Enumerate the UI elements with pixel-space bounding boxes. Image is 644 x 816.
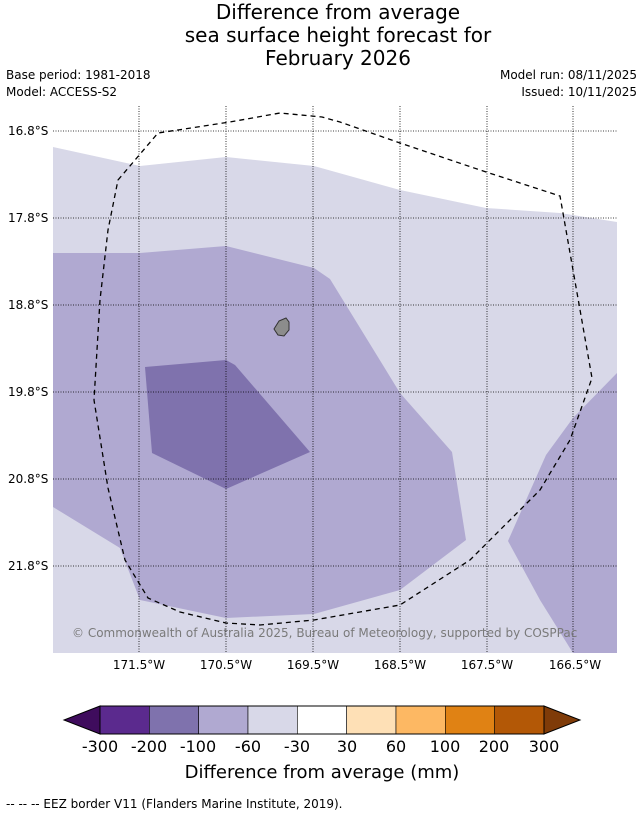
colorbar-cell: [494, 705, 545, 735]
eez-footnote: -- -- -- EEZ border V11 (Flanders Marine…: [6, 797, 343, 811]
colorbar-cell: [297, 705, 347, 735]
colorbar-tick: -30: [283, 737, 311, 756]
colorbar-cell: [99, 705, 150, 735]
lon-label: 170.5°W: [199, 658, 253, 672]
copyright-notice: © Commonwealth of Australia 2025, Bureau…: [72, 626, 578, 640]
colorbar-tick: 200: [478, 737, 510, 756]
lon-label: 167.5°W: [460, 658, 514, 672]
colorbar-label: Difference from average (mm): [184, 762, 460, 783]
lon-label: 169.5°W: [286, 658, 340, 672]
colorbar-tick: 300: [528, 737, 560, 756]
meta-left: Base period: 1981-2018 Model: ACCESS-S2: [6, 67, 151, 101]
lat-label: 20.8°S: [8, 472, 49, 486]
colorbar-cell: [149, 705, 199, 735]
meta-right: Model run: 08/11/2025 Issued: 10/11/2025: [500, 67, 637, 101]
base-period: Base period: 1981-2018: [6, 68, 151, 82]
model-run: Model run: 08/11/2025: [499, 68, 637, 82]
island-land: [273, 317, 290, 337]
lon-label: 171.5°W: [112, 658, 166, 672]
lat-label: 19.8°S: [8, 385, 49, 399]
colorbar-tick: -300: [81, 737, 119, 756]
title-line-1: Difference from average: [215, 0, 461, 24]
lat-label: 16.8°S: [8, 124, 49, 138]
lat-label: 21.8°S: [8, 559, 49, 573]
graticule: [53, 106, 617, 653]
lon-label: 168.5°W: [373, 658, 427, 672]
title-line-2: sea surface height forecast for: [184, 23, 492, 47]
colorbar-cell: [395, 705, 446, 735]
title-line-3: February 2026: [265, 46, 411, 70]
colorbar-cells: [62, 705, 582, 735]
colorbar-tick: -100: [179, 737, 217, 756]
colorbar-low-extend: [62, 705, 101, 735]
colorbar-tick: 100: [429, 737, 461, 756]
colorbar-cell: [198, 705, 249, 735]
colorbar-high-extend: [543, 705, 582, 735]
eez-border: [93, 112, 593, 626]
class-minus60-region-east: [508, 373, 617, 653]
colorbar-outline: [99, 705, 545, 735]
colorbar-tick: 30: [336, 737, 358, 756]
colorbar-tick: -200: [130, 737, 168, 756]
lon-label: 166.5°W: [548, 658, 602, 672]
colorbar-tick: 60: [385, 737, 407, 756]
lat-label: 18.8°S: [8, 298, 49, 312]
colorbar-tick: -60: [234, 737, 262, 756]
lat-label: 17.8°S: [8, 211, 49, 225]
anomaly-field: [53, 147, 617, 653]
map-title: Difference from average sea surface heig…: [0, 1, 644, 70]
colorbar-cell: [247, 705, 298, 735]
colorbar-cell: [346, 705, 397, 735]
colorbar-cell: [445, 705, 495, 735]
issued-date: Issued: 10/11/2025: [521, 85, 637, 99]
model-name: Model: ACCESS-S2: [6, 85, 118, 99]
